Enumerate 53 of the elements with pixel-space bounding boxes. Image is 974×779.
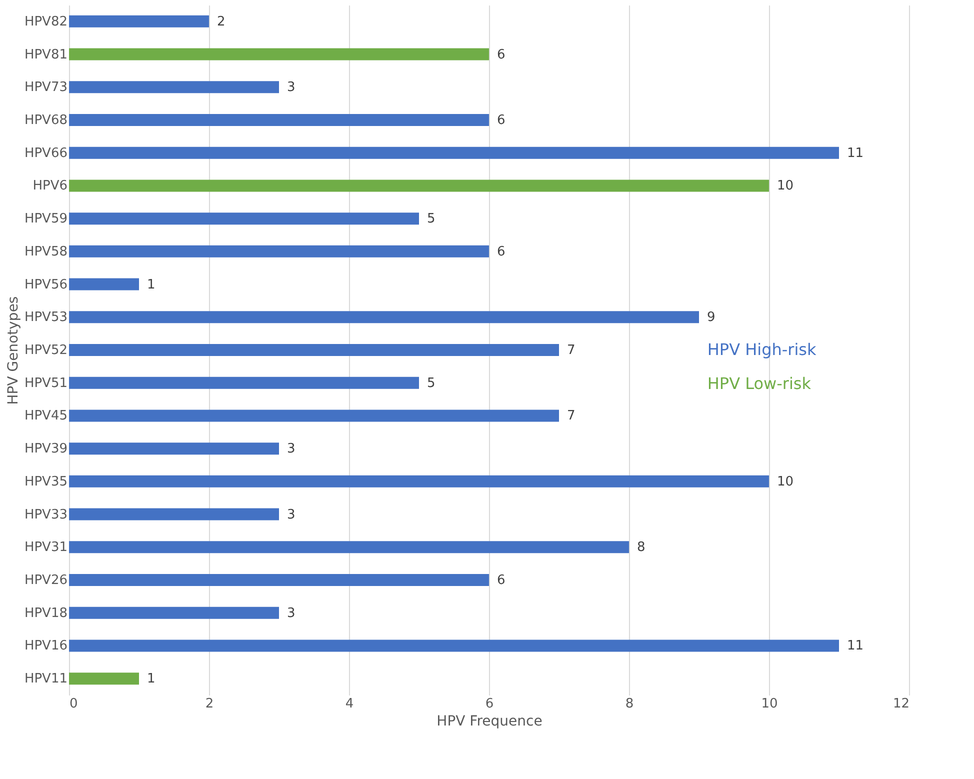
y-tick-label: HPV68	[24, 113, 68, 128]
series-label: HPV High-risk	[707, 340, 818, 359]
data-label: 1	[147, 672, 156, 687]
y-tick-label: HPV26	[24, 573, 68, 588]
x-tick-label: 2	[205, 696, 214, 712]
data-label: 3	[287, 80, 296, 96]
y-tick-label: HPV35	[24, 474, 68, 490]
text: HPV Low-risk	[707, 374, 812, 393]
x-tick-label: 8	[625, 696, 634, 712]
data-label: 10	[777, 178, 794, 194]
y-tick-label: HPV39	[24, 442, 68, 457]
x-axis-title: HPV Frequence	[436, 714, 542, 730]
data-label: 2	[217, 14, 226, 30]
y-tick-label: HPV33	[24, 507, 68, 522]
y-tick-label: HPV6	[32, 178, 68, 194]
data-label: 3	[287, 606, 296, 621]
data-label: 3	[287, 507, 296, 522]
y-tick-label: HPV51	[24, 376, 68, 391]
data-label: 9	[707, 310, 716, 326]
y-tick-label: HPV56	[24, 277, 68, 292]
x-tick-label: 12	[892, 696, 910, 712]
y-tick-label: HPV11	[24, 672, 68, 687]
data-label: 6	[497, 113, 506, 128]
y-tick-label: HPV18	[24, 606, 68, 621]
data-label: 11	[847, 146, 864, 161]
y-tick-label: HPV59	[24, 212, 68, 227]
data-label: 7	[567, 408, 576, 424]
x-tick-label: 4	[345, 696, 354, 712]
data-label: 3	[287, 442, 296, 457]
y-tick-label: HPV81	[24, 47, 68, 62]
x-tick-label: 10	[761, 696, 778, 712]
data-label: 5	[427, 376, 436, 391]
y-tick-label: HPV45	[24, 408, 68, 424]
data-label: 5	[427, 212, 436, 227]
y-tick-label: HPV52	[24, 343, 68, 358]
x-tick-label: 6	[485, 696, 494, 712]
y-tick-label: HPV66	[24, 146, 68, 161]
data-label: 1	[147, 277, 156, 292]
y-tick-label: HPV82	[24, 14, 68, 30]
data-label: 7	[567, 343, 576, 358]
y-axis-title: HPV Genotypes	[5, 296, 22, 405]
data-label: 8	[637, 540, 646, 556]
data-label: 6	[497, 47, 506, 62]
y-tick-label: HPV58	[24, 244, 68, 260]
x-tick-label: 0	[70, 696, 78, 712]
data-label: 10	[777, 474, 794, 490]
data-label: 6	[497, 573, 506, 588]
y-tick-label: HPV53	[24, 310, 68, 326]
y-tick-label: HPV73	[24, 80, 68, 96]
y-tick-label: HPV31	[24, 540, 68, 556]
data-label: 6	[497, 244, 506, 260]
data-label: 11	[847, 638, 864, 654]
y-tick-label: HPV16	[24, 638, 68, 654]
